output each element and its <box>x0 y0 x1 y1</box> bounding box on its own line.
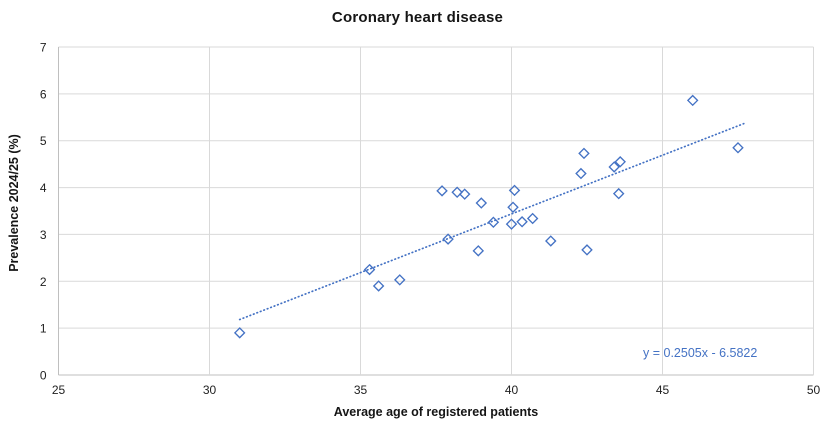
y-tick-label: 7 <box>40 41 47 55</box>
data-point-marker <box>686 94 699 107</box>
data-point-marker <box>475 197 488 209</box>
data-point-marker <box>472 245 485 257</box>
x-tick-label: 25 <box>52 383 66 397</box>
x-tick-label: 30 <box>203 383 217 397</box>
data-point-marker <box>578 147 590 160</box>
x-tick-label: 35 <box>354 383 368 397</box>
y-tick-label: 1 <box>40 322 47 336</box>
y-tick-label: 5 <box>40 134 47 148</box>
data-point-marker <box>394 274 406 286</box>
data-point-marker <box>487 216 500 229</box>
data-point-marker <box>608 161 620 173</box>
data-point-marker <box>732 141 744 154</box>
data-point-marker <box>372 280 385 292</box>
x-tick-label: 50 <box>807 383 821 397</box>
x-tick-label: 40 <box>505 383 519 397</box>
y-tick-label: 3 <box>40 228 47 242</box>
data-point-marker <box>442 233 454 245</box>
y-tick-label: 6 <box>40 87 47 101</box>
data-point-marker <box>526 212 539 225</box>
trendline-equation-label: y = 0.2505x - 6.5822 <box>643 346 758 360</box>
y-tick-label: 4 <box>40 181 47 195</box>
data-point-marker <box>508 184 521 197</box>
x-tick-label: 45 <box>656 383 670 397</box>
y-tick-label: 2 <box>40 275 47 289</box>
data-point-marker <box>505 218 518 230</box>
data-point-marker <box>436 185 448 197</box>
data-point-marker <box>614 156 626 168</box>
data-point-marker <box>451 186 463 199</box>
trendline <box>238 122 745 321</box>
data-point-marker <box>581 244 593 256</box>
y-tick-label: 0 <box>40 369 47 383</box>
data-point-marker <box>458 188 471 200</box>
x-axis-title: Average age of registered patients <box>333 405 539 419</box>
data-point-marker <box>363 263 376 276</box>
data-point-marker <box>507 201 519 214</box>
data-point-marker <box>575 167 587 180</box>
data-point-marker <box>612 187 625 200</box>
data-point-marker <box>516 216 528 228</box>
data-point-marker <box>233 327 246 339</box>
data-point-marker <box>545 235 557 247</box>
chart-title: Coronary heart disease <box>331 9 504 26</box>
